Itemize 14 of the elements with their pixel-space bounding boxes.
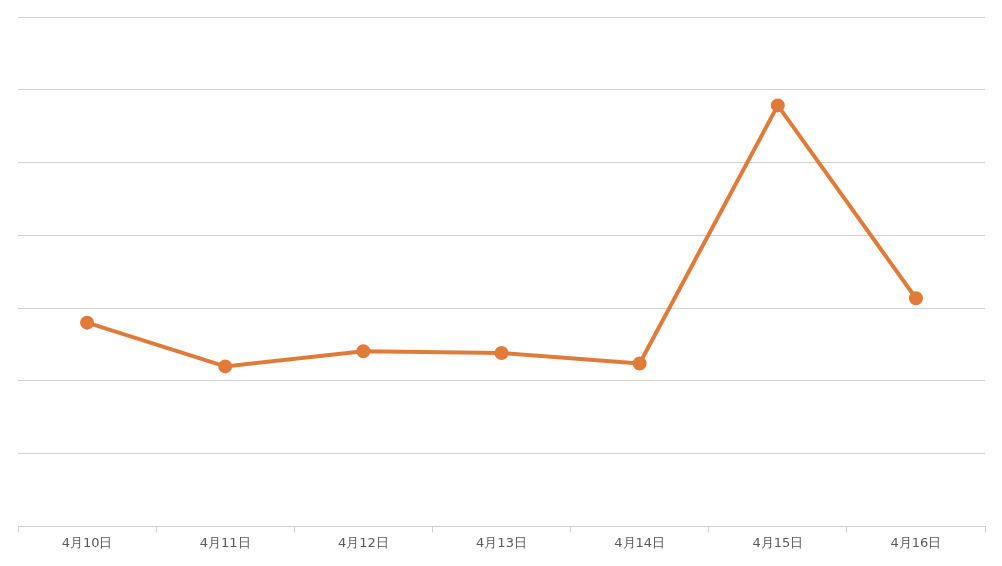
x-tick-label: 4月12日 [337,534,389,550]
point [494,345,509,360]
point [770,98,785,113]
x-tick-label: 4月11日 [199,534,251,550]
x-tick-label: 4月15日 [752,534,804,550]
x-tick-label: 4月13日 [476,534,527,550]
point [908,291,923,306]
point [632,356,647,371]
x-tick-label: 4月14日 [614,534,666,550]
point [218,359,233,374]
x-tick-label: 4月16日 [890,534,942,550]
point [80,315,95,330]
point [356,344,371,359]
x-tick-label: 4月10日 [61,534,113,550]
